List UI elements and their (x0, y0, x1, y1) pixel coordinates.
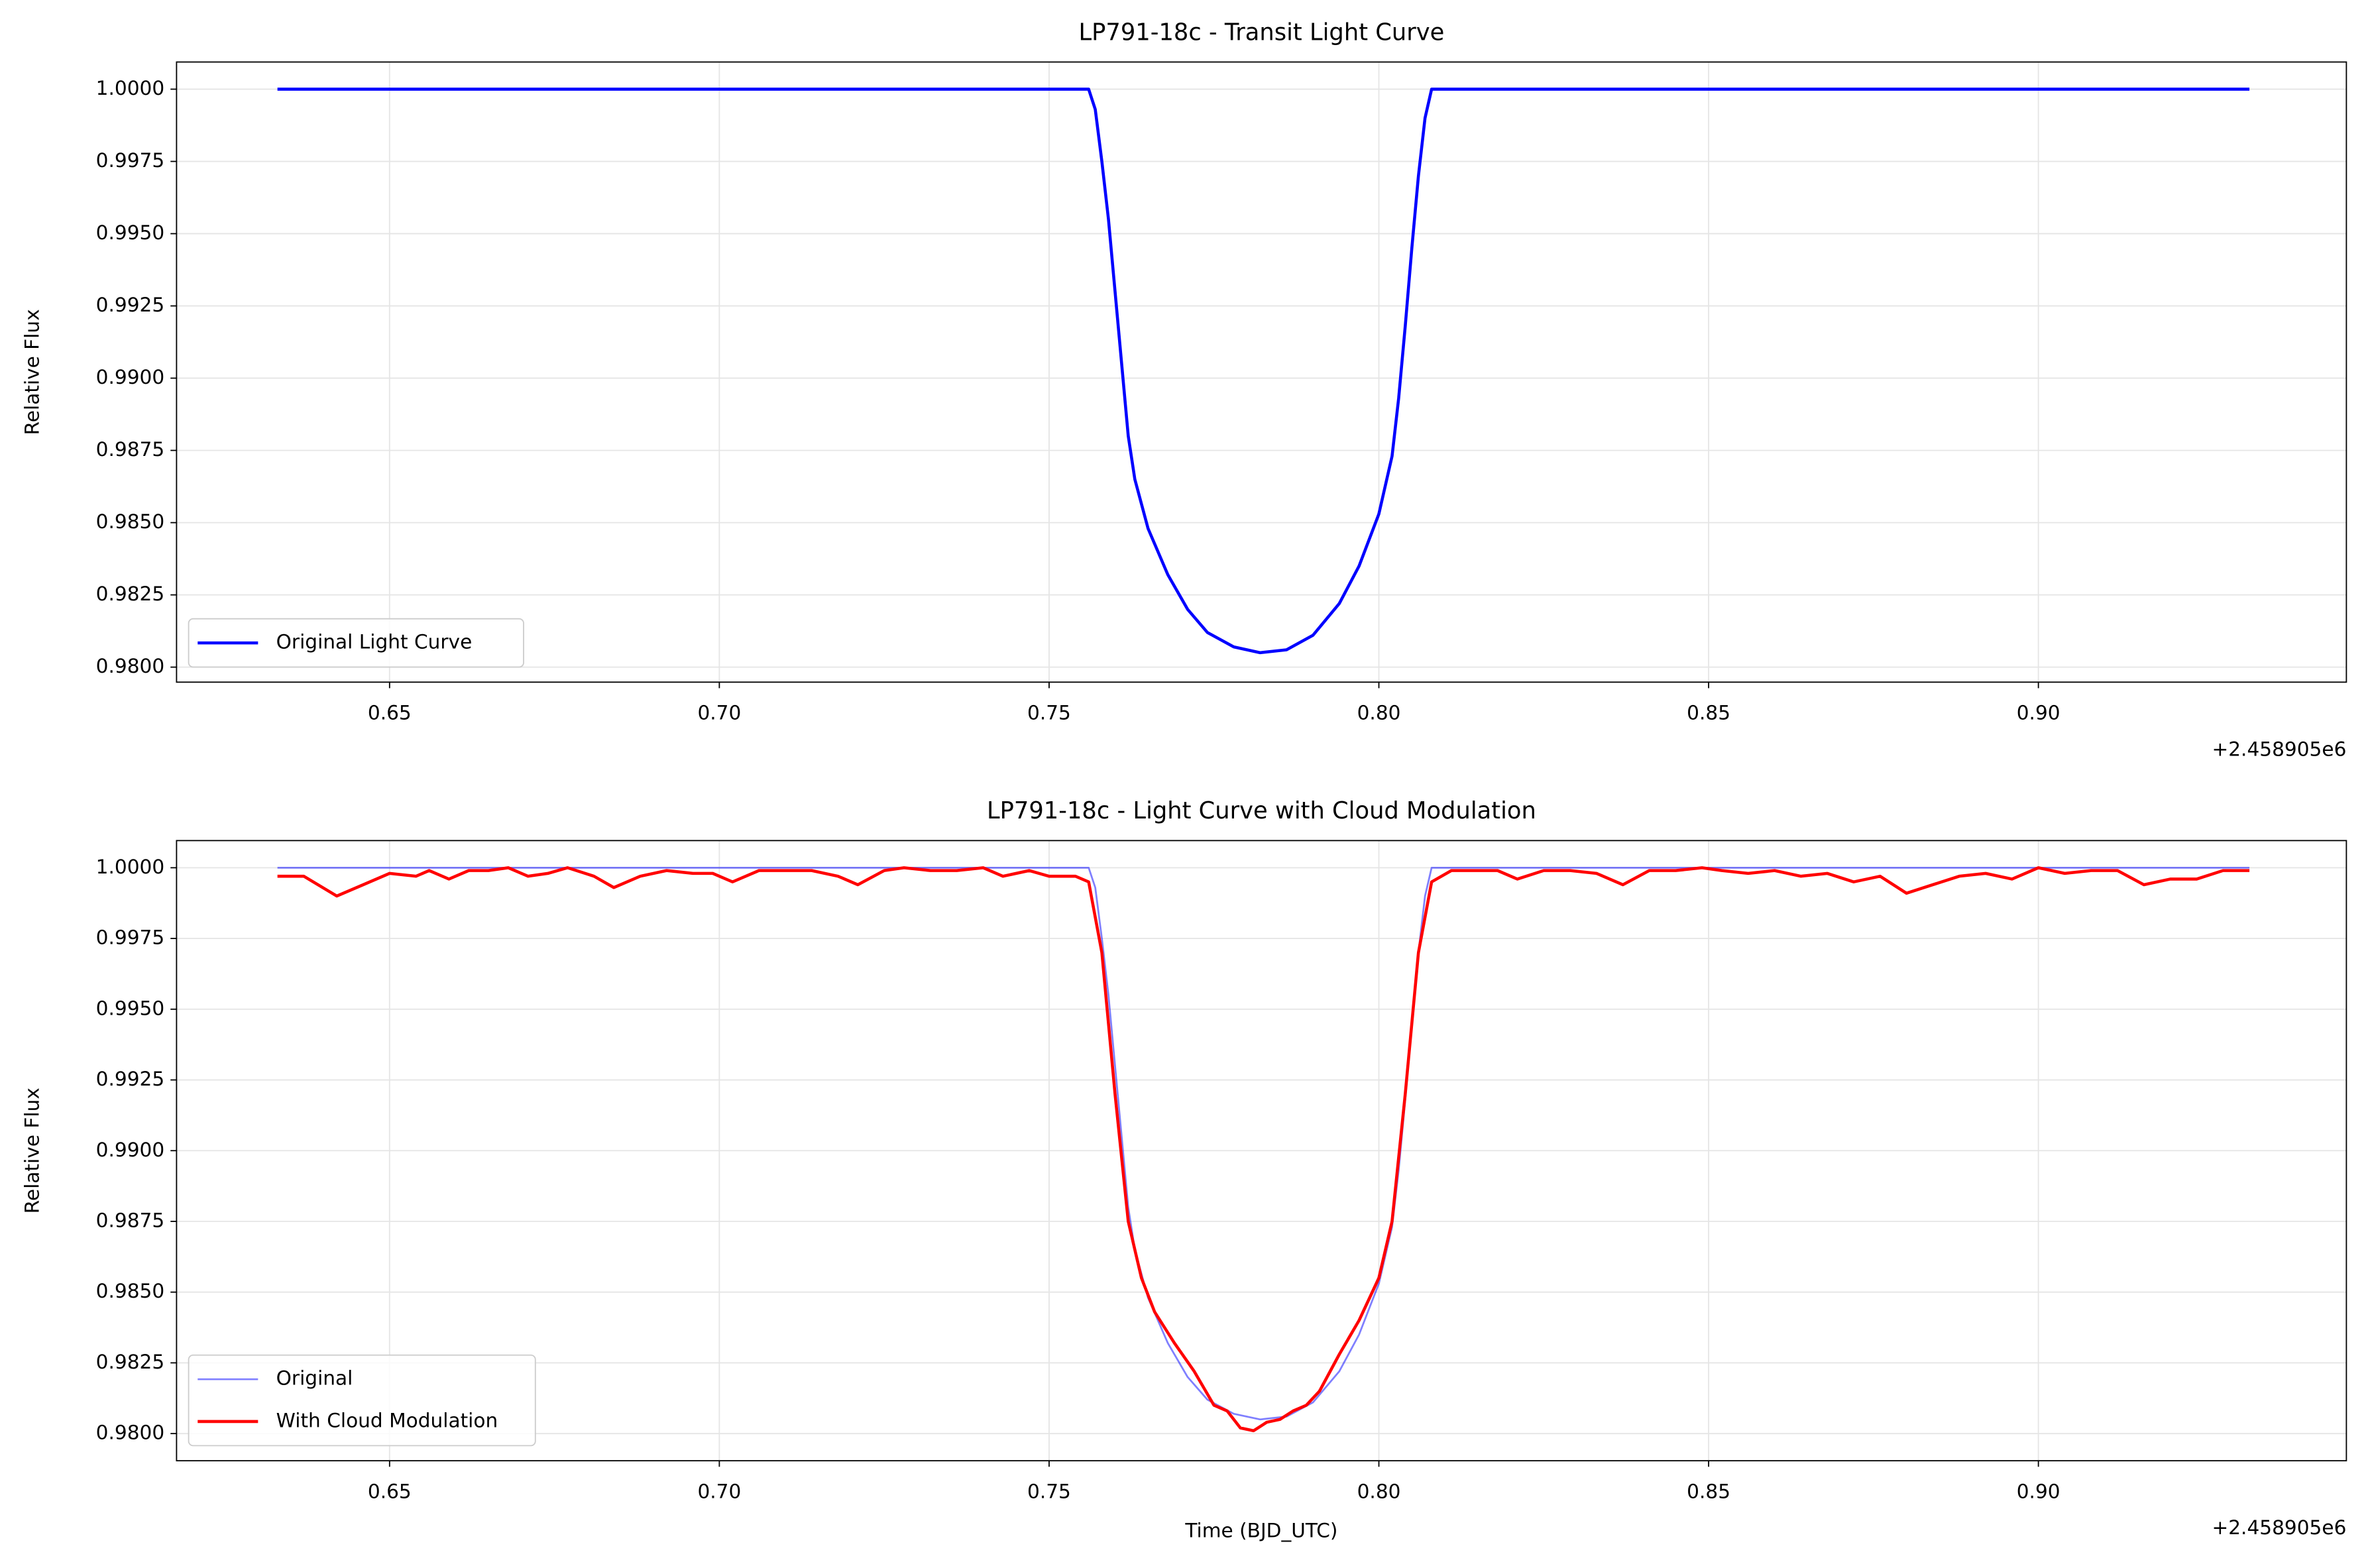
x-tick-label: 0.90 (2017, 1480, 2060, 1502)
legend-label: With Cloud Modulation (276, 1409, 498, 1431)
x-axis-label: Time (BJD_UTC) (1184, 1520, 1337, 1542)
y-tick-label: 0.9900 (96, 366, 165, 388)
y-tick-label: 0.9850 (96, 510, 165, 533)
y-tick-label: 1.0000 (96, 856, 165, 878)
x-tick-label: 0.80 (1357, 1480, 1401, 1502)
y-tick-label: 1.0000 (96, 77, 165, 99)
x-tick-label: 0.85 (1687, 1480, 1730, 1502)
x-tick-label: 0.70 (697, 1480, 741, 1502)
y-tick-label: 0.9875 (96, 1209, 165, 1231)
y-tick-label: 0.9850 (96, 1280, 165, 1302)
y-tick-label: 0.9925 (96, 1068, 165, 1090)
x-tick-label: 0.85 (1687, 702, 1730, 724)
chart-title: LP791-18c - Transit Light Curve (1078, 19, 1444, 46)
y-tick-label: 0.9950 (96, 221, 165, 244)
y-tick-label: 0.9825 (96, 1351, 165, 1373)
y-axis-label: Relative Flux (21, 309, 44, 435)
y-tick-label: 0.9800 (96, 655, 165, 677)
legend-box (188, 1354, 536, 1447)
data-line (277, 866, 2250, 1433)
x-tick-label: 0.70 (697, 702, 741, 724)
x-tick-label: 0.80 (1357, 702, 1401, 724)
y-tick-label: 0.9900 (96, 1139, 165, 1161)
x-offset-label: +2.458905e6 (2212, 738, 2346, 760)
y-tick-label: 0.9825 (96, 583, 165, 605)
y-tick-label: 0.9975 (96, 926, 165, 949)
y-axis-label: Relative Flux (21, 1088, 44, 1213)
data-line (277, 866, 2250, 1421)
x-tick-label: 0.65 (368, 1480, 412, 1502)
legend-label: Original (276, 1367, 353, 1390)
y-tick-label: 0.9975 (96, 149, 165, 172)
plot-frame (176, 61, 2347, 683)
x-tick-label: 0.75 (1027, 1480, 1071, 1502)
x-tick-label: 0.65 (368, 702, 412, 724)
y-tick-label: 0.9875 (96, 438, 165, 461)
legend-box (188, 618, 524, 668)
y-tick-label: 0.9800 (96, 1422, 165, 1444)
data-line (277, 87, 2250, 655)
plot-frame (176, 840, 2347, 1462)
x-offset-label: +2.458905e6 (2212, 1516, 2346, 1539)
x-tick-label: 0.75 (1027, 702, 1071, 724)
x-tick-label: 0.90 (2017, 702, 2060, 724)
chart-title: LP791-18c - Light Curve with Cloud Modul… (987, 797, 1536, 824)
y-tick-label: 0.9925 (96, 294, 165, 316)
y-tick-label: 0.9950 (96, 997, 165, 1019)
legend-label: Original Light Curve (276, 631, 473, 653)
